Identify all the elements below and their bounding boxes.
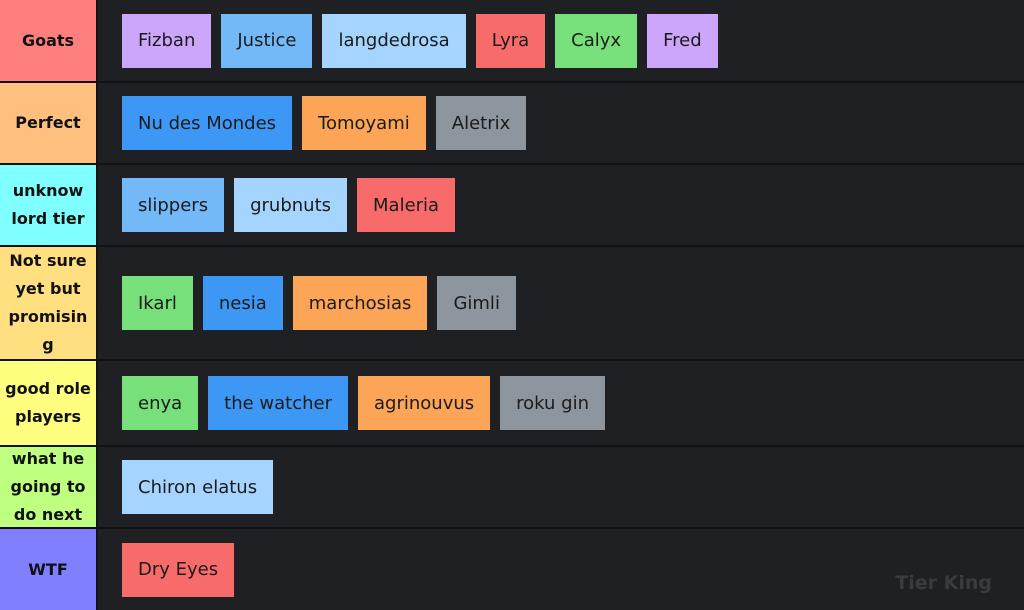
tier-item[interactable]: Lyra (475, 13, 546, 68)
tier-label: what he going to do next (0, 447, 96, 527)
tier-row: Perfect Nu des Mondes Tomoyami Aletrix (0, 83, 1024, 163)
tier-items: Nu des Mondes Tomoyami Aletrix (98, 83, 1024, 163)
tier-label: Not sure yet but promising (0, 247, 96, 359)
tier-item[interactable]: marchosias (292, 276, 428, 330)
tier-item[interactable]: Justice (221, 13, 313, 68)
tier-item[interactable]: Gimli (437, 276, 516, 330)
tier-item[interactable]: Tomoyami (302, 96, 426, 150)
tier-item[interactable]: agrinouvus (358, 376, 491, 430)
tier-item[interactable]: Aletrix (435, 96, 527, 150)
tier-row: WTF Dry Eyes (0, 529, 1024, 610)
tier-item[interactable]: Fred (647, 13, 718, 68)
tier-item[interactable]: langdedrosa (322, 13, 466, 68)
tier-items: Chiron elatus (98, 447, 1024, 527)
tier-item[interactable]: Dry Eyes (122, 542, 235, 597)
watermark: Tier King (895, 572, 992, 594)
tier-item[interactable]: nesia (202, 276, 283, 330)
tier-item[interactable]: slippers (122, 178, 225, 232)
tier-row: Goats Fizban Justice langdedrosa Lyra Calyx Fr… (0, 0, 1024, 81)
tier-item[interactable]: enya (122, 376, 199, 430)
tier-label: unknow lord tier (0, 165, 96, 245)
tier-row: good role players enya the watcher agrinouv… (0, 361, 1024, 445)
tier-item[interactable]: Maleria (357, 178, 456, 232)
tier-item[interactable]: the watcher (208, 376, 349, 430)
tier-item[interactable]: Fizban (122, 13, 212, 68)
tier-item[interactable]: Calyx (555, 13, 638, 68)
tier-label: good role players (0, 361, 96, 445)
tier-items: enya the watcher agrinouvus roku gin (98, 361, 1024, 445)
tier-label: WTF (0, 529, 96, 610)
tier-item[interactable]: grubnuts (234, 178, 348, 232)
tier-label: Goats (0, 0, 96, 81)
tier-row: Not sure yet but promising Ikarl nesia marc… (0, 247, 1024, 359)
tier-items: Ikarl nesia marchosias Gimli (98, 247, 1024, 359)
tier-item[interactable]: Nu des Mondes (122, 96, 293, 150)
tier-items: Dry Eyes (98, 529, 1024, 610)
tier-item[interactable]: roku gin (500, 376, 606, 430)
tier-items: slippers grubnuts Maleria (98, 165, 1024, 245)
tier-label: Perfect (0, 83, 96, 163)
tier-row: what he going to do next Chiron elatus (0, 447, 1024, 527)
tier-item[interactable]: Chiron elatus (122, 460, 274, 514)
tier-row: unknow lord tier slippers grubnuts Maleria (0, 165, 1024, 245)
tier-items: Fizban Justice langdedrosa Lyra Calyx Fred (98, 0, 1024, 81)
tier-item[interactable]: Ikarl (122, 276, 193, 330)
